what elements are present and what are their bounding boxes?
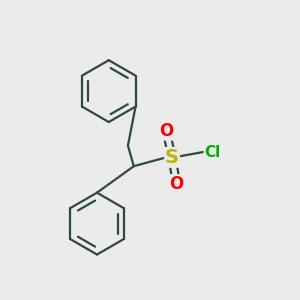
- Text: O: O: [169, 175, 184, 193]
- Text: S: S: [165, 148, 179, 167]
- Text: Cl: Cl: [205, 146, 221, 160]
- Text: O: O: [159, 122, 173, 140]
